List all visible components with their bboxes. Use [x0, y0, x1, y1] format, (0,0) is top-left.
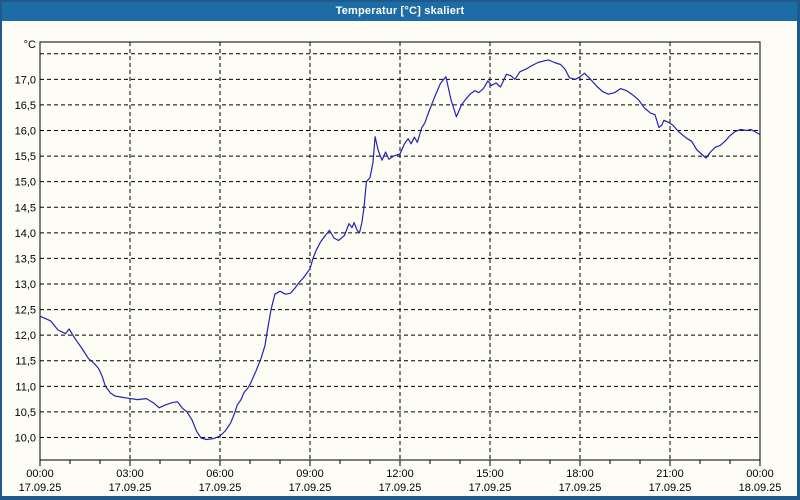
x-tick-date-label: 18.09.25 — [739, 482, 782, 494]
y-tick-label: 17,0 — [15, 74, 36, 86]
x-tick-date-label: 17.09.25 — [289, 482, 332, 494]
y-tick-label: 12,5 — [15, 305, 36, 317]
x-tick-time-label: 12:00 — [386, 468, 414, 480]
y-tick-label: 11,0 — [15, 381, 36, 393]
x-tick-time-label: 15:00 — [476, 468, 504, 480]
window-title: Temperatur [°C] skaliert — [335, 4, 465, 17]
y-tick-label: 16,5 — [15, 100, 36, 112]
x-tick-time-label: 21:00 — [656, 468, 684, 480]
x-tick-time-label: 18:00 — [566, 468, 594, 480]
x-tick-date-label: 17.09.25 — [559, 482, 602, 494]
x-tick-date-label: 17.09.25 — [199, 482, 242, 494]
x-tick-date-label: 17.09.25 — [19, 482, 62, 494]
window-title-bar: Temperatur [°C] skaliert — [2, 2, 797, 21]
x-tick-time-label: 09:00 — [296, 468, 324, 480]
y-tick-label: 16,0 — [15, 126, 36, 138]
y-tick-label: 10,0 — [15, 432, 36, 444]
x-tick-time-label: 03:00 — [116, 468, 144, 480]
y-tick-label: 15,0 — [15, 177, 36, 189]
y-tick-label: 10,5 — [15, 407, 36, 419]
x-tick-date-label: 17.09.25 — [379, 482, 422, 494]
temperature-series-line — [39, 59, 761, 441]
x-tick-time-label: 06:00 — [206, 468, 234, 480]
y-tick-label: 14,0 — [15, 228, 36, 240]
y-tick-label: 12,0 — [15, 330, 36, 342]
y-tick-label: 15,5 — [15, 151, 36, 163]
y-tick-label: 13,0 — [15, 279, 36, 291]
x-tick-date-label: 17.09.25 — [469, 482, 512, 494]
x-tick-date-label: 17.09.25 — [649, 482, 692, 494]
x-tick-time-label: 00:00 — [746, 468, 774, 480]
x-tick-time-label: 00:00 — [26, 468, 54, 480]
y-axis-unit-label: °C — [23, 39, 36, 51]
x-tick-date-label: 17.09.25 — [109, 482, 152, 494]
y-tick-label: 13,5 — [15, 253, 36, 265]
y-tick-label: 11,5 — [15, 356, 36, 368]
y-tick-label: 14,5 — [15, 202, 36, 214]
